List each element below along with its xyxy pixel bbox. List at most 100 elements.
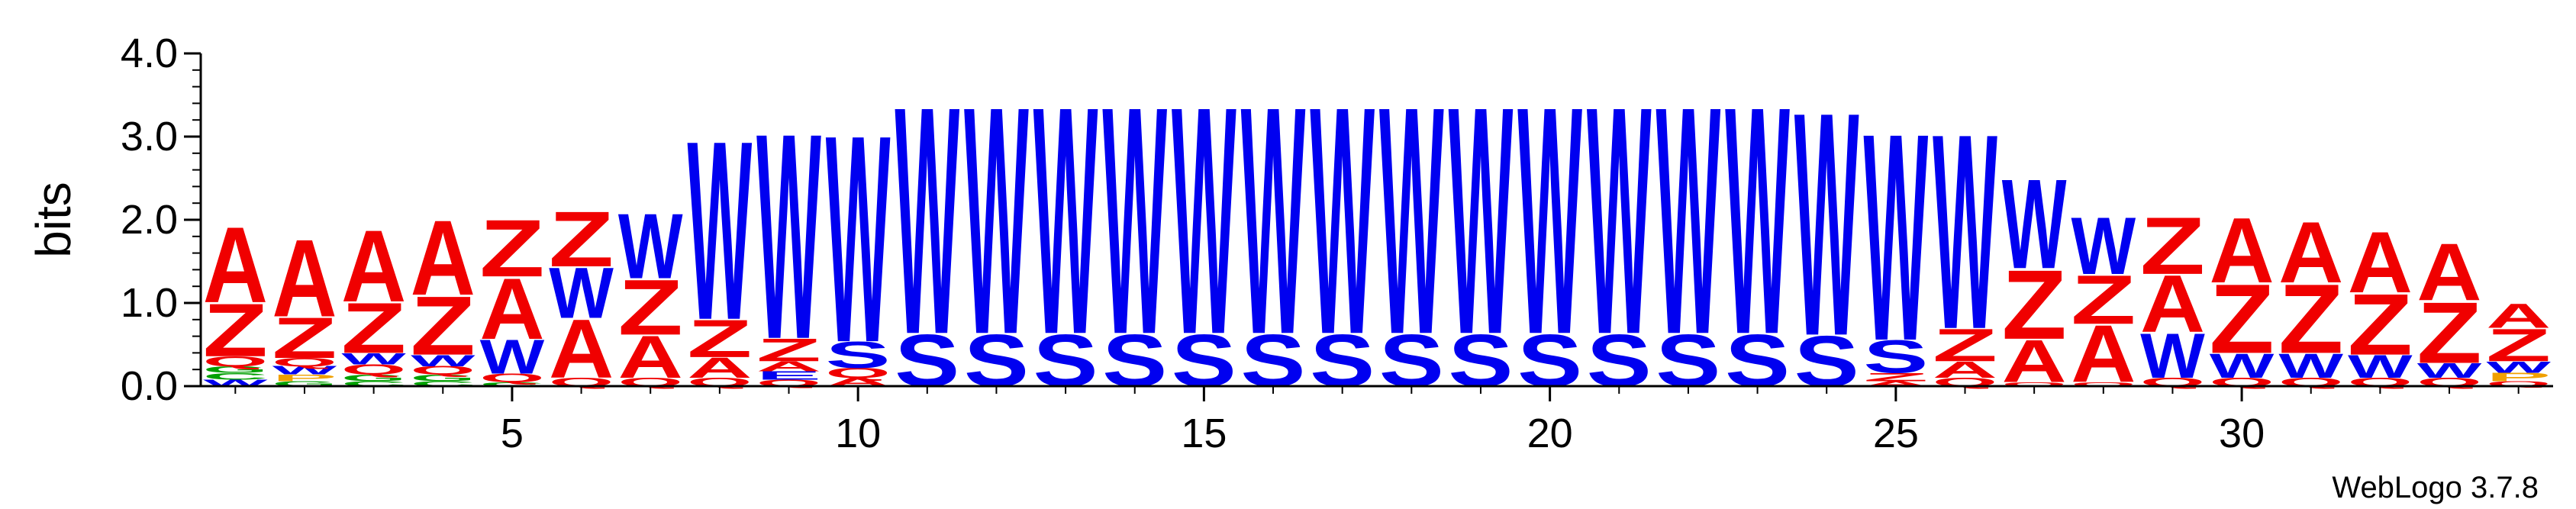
logo-letter-z-pos3: Z [341,288,406,369]
logo-letter-q-pos3: Q [341,362,406,377]
logo-letter-z-pos28: Z [2071,260,2136,338]
logo-letter-s-pos10: S [826,334,891,375]
logo-letter-q-pos4: Q [411,364,476,377]
x-tick-label: 25 [1873,411,1919,456]
logo-letter-w-pos15: W [1172,40,1236,403]
logo-letter-q-pos5: Q [479,372,544,385]
logo-letter-z-pos6: Z [549,195,614,283]
x-tick-label: 10 [835,411,881,456]
logo-letter-w-pos5: W [480,329,545,384]
logo-letter-a-pos31: A [2278,203,2343,301]
logo-letter-w-pos14: W [1102,40,1167,403]
logo-letter-w-pos9: W [756,73,821,401]
logo-letter-q-pos1: Q [203,353,268,369]
logo-letter-z-pos33: Z [2416,285,2481,382]
logo-letter-w-pos25: W [1864,72,1929,403]
logo-letter-z-pos34: Z [2486,319,2551,371]
logo-letter-q-pos2: Q [272,356,337,369]
logo-letter-a-pos5: A [479,260,544,358]
logo-letter-z-pos8: Z [687,309,752,369]
logo-letter-z-pos5: Z [479,204,544,294]
logo-letter-w-pos28: W [2071,201,2136,292]
logo-letter-g-pos1: G [203,364,268,375]
y-axis-label: bits [26,182,81,258]
logo-letter-z-pos27: Z [2002,250,2067,360]
logo-letter-g-pos2: G [272,380,337,388]
logo-letter-a-pos28: A [2071,308,2136,399]
logo-letter-z-pos9: Z [756,332,821,369]
logo-letter-g-pos4: G [411,372,476,383]
logo-letter-z-pos1: Z [203,288,268,372]
logo-letter-z-pos32: Z [2348,276,2413,373]
logo-letter-w-pos12: W [964,40,1029,403]
logo-letter-w-pos21: W [1587,40,1652,403]
logo-letter-a-pos8: A [687,352,752,385]
logo-stacks: WCGQZAGPWQZACGQWZACGQWZACQWAZQAWZQAZWQAZ… [203,40,2552,404]
logo-letter-w-pos32: W [2348,348,2413,385]
logo-letter-z-pos31: Z [2278,263,2343,374]
logo-letter-w-pos27: W [2002,153,2067,295]
logo-letter-c-pos3: C [341,380,406,388]
logo-letter-w-pos7: W [618,194,683,298]
logo-letter-a-pos30: A [2209,198,2274,302]
x-tick-label: 30 [2219,411,2265,456]
logo-letter-q-pos10: Q [826,366,891,381]
logo-letter-z-pos29: Z [2140,201,2205,292]
logo-letter-w-pos26: W [1933,76,1997,388]
logo-letter-a-pos25: A [1863,380,1928,388]
logo-letter-w-pos22: W [1656,40,1721,403]
logo-letter-z-pos4: Z [411,279,476,372]
y-tick-label: 4.0 [121,31,178,76]
logo-letter-w-pos16: W [1241,40,1306,403]
logo-letter-q-pos34: Q [2486,380,2551,388]
logo-letter-s-pos25: S [1863,331,1928,383]
logo-letter-a-pos2: A [272,217,337,340]
logo-letter-w-pos8: W [688,87,753,372]
logo-letter-w-pos23: W [1725,40,1790,403]
logo-letter-w-pos3: W [341,350,406,368]
logo-letter-e-pos9: E [756,369,821,382]
logo-letter-w-pos17: W [1310,40,1375,403]
x-tick-label: 5 [501,411,524,456]
logo-letter-c-pos4: C [411,380,476,388]
logo-letter-a-pos32: A [2348,214,2413,311]
logo-letter-q-pos28: Q [2071,381,2136,387]
logo-letter-g-pos3: G [341,372,406,383]
logo-letter-z-pos2: Z [272,305,337,370]
logo-letter-w-pos6: W [549,253,614,334]
logo-letter-a-pos3: A [341,209,406,324]
logo-letter-w-pos10: W [826,73,891,404]
logo-letter-a-pos6: A [549,303,614,396]
logo-letter-a-pos7: A [618,324,683,391]
logo-letter-w-pos34: W [2486,358,2551,376]
y-tick-label: 0.0 [121,363,178,409]
logo-letter-w-pos30: W [2210,347,2275,386]
logo-letter-w-pos13: W [1033,40,1098,403]
logo-letter-a-pos34: A [2486,296,2551,335]
logo-letter-z-pos7: Z [618,264,683,352]
logo-letter-p-pos34: P [2486,371,2551,384]
logo-letter-a-pos4: A [411,199,476,318]
logo-letter-a-pos26: A [1933,357,1997,383]
logo-letter-q-pos27: Q [2002,381,2067,387]
logo-letter-w-pos11: W [895,40,959,403]
logo-letter-w-pos18: W [1379,40,1444,403]
logo-letter-w-pos4: W [411,352,476,370]
x-tick-label: 20 [1527,411,1573,456]
logo-letter-z-pos30: Z [2209,263,2274,374]
x-tick-label: 15 [1181,411,1227,456]
logo-letter-a-pos33: A [2416,227,2481,317]
logo-letter-z-pos26: Z [1933,319,1997,371]
logo-letter-w-pos31: W [2278,347,2344,386]
logo-letter-w-pos24: W [1794,47,1859,403]
logo-letter-c-pos5: C [479,381,544,388]
logo-letter-a-pos29: A [2140,258,2205,349]
logo-letter-w-pos33: W [2417,359,2482,383]
logo-letter-w-pos20: W [1517,40,1582,403]
logo-letter-w-pos19: W [1449,40,1514,403]
logo-letter-w-pos2: W [272,364,337,377]
y-tick-label: 3.0 [121,114,178,159]
weblogo-credit: WebLogo 3.7.8 [2332,471,2539,504]
y-tick-label: 1.0 [121,280,178,326]
